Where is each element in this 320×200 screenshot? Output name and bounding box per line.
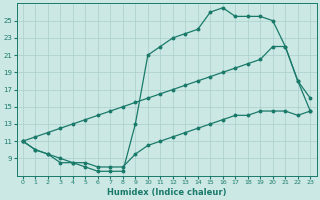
X-axis label: Humidex (Indice chaleur): Humidex (Indice chaleur) xyxy=(107,188,226,197)
